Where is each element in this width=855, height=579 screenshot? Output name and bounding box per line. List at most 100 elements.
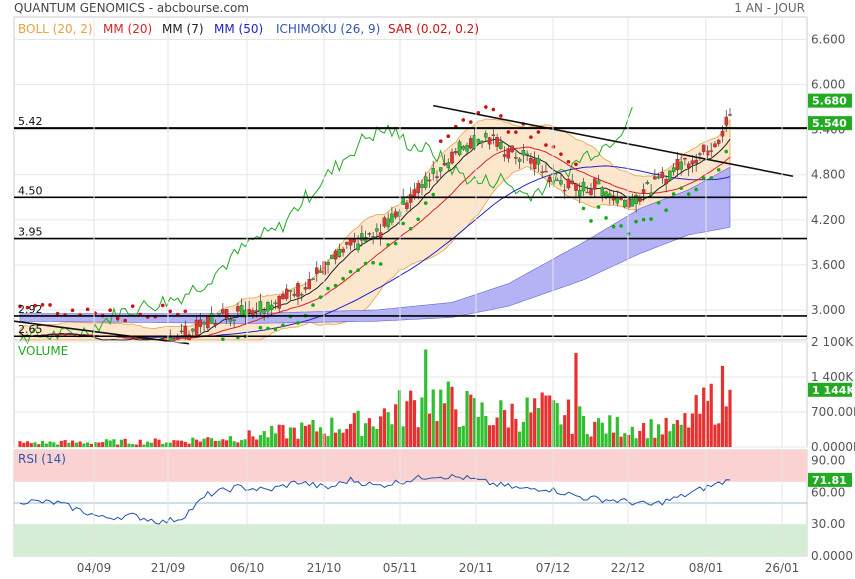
candle (326, 262, 330, 266)
candle (390, 213, 394, 223)
candle (266, 302, 270, 312)
sar-dot (108, 308, 112, 313)
legend-item: MM (50) (214, 22, 263, 36)
candle (645, 182, 650, 184)
candle (694, 159, 698, 164)
volume-bar (412, 400, 417, 447)
x-tick-label: 20/11 (459, 561, 494, 575)
candle (502, 154, 507, 157)
candle (668, 170, 672, 181)
candle (179, 330, 184, 333)
volume-bar (116, 444, 120, 447)
candle (224, 309, 229, 320)
volume-bar (93, 442, 97, 447)
candle (593, 178, 597, 190)
candle (476, 138, 481, 144)
volume-bar (687, 427, 691, 447)
sar-dot (341, 276, 345, 281)
candle (634, 195, 638, 205)
ma20-line (19, 146, 731, 341)
volume-bar (247, 430, 251, 447)
candle (356, 243, 360, 251)
sar-dot (408, 226, 413, 231)
volume-bar (288, 427, 293, 447)
sar-dot (671, 192, 676, 196)
candle (251, 310, 255, 316)
chart-title: QUANTUM GENOMICS - abcbourse.com (14, 1, 249, 15)
volume-bar (664, 417, 668, 447)
candle (206, 316, 210, 329)
volume-bar (198, 441, 202, 447)
sar-dot (281, 323, 285, 328)
sar-dot (626, 231, 631, 236)
sar-dot (566, 159, 571, 164)
legend-item: ICHIMOKU (26, 9) (276, 22, 380, 36)
price-tick-label: 4.200 (811, 213, 845, 227)
sar-dot (461, 118, 466, 122)
x-tick-label: 22/12 (611, 561, 646, 575)
volume-bar (89, 443, 93, 447)
candle (198, 319, 203, 327)
volume-bar (514, 418, 518, 447)
candle (307, 279, 312, 289)
volume-bar (480, 402, 484, 447)
volume-bar (337, 429, 341, 447)
candle (457, 141, 462, 156)
volume-bar (67, 442, 71, 447)
candle (604, 191, 608, 197)
volume-tick-label: 1 400K (811, 370, 854, 384)
candle (371, 236, 375, 238)
volume-bar (431, 389, 435, 447)
candle (454, 151, 458, 154)
candle (228, 319, 233, 322)
candle (367, 233, 372, 235)
rsi-tick-label: 60.00 (811, 485, 845, 499)
candle (202, 322, 206, 325)
candle (465, 145, 469, 152)
candle (382, 217, 387, 227)
volume-bar (217, 440, 221, 447)
candle (517, 158, 522, 162)
candle (247, 309, 251, 313)
candle (690, 160, 695, 165)
volume-bar (394, 404, 398, 447)
candle (664, 178, 668, 185)
volume-bar (379, 416, 383, 447)
sar-dot (371, 260, 375, 265)
volume-bar (536, 407, 541, 447)
candle (217, 312, 221, 315)
candle (262, 310, 266, 314)
candle (536, 158, 541, 165)
volume-bar (728, 389, 732, 447)
candle (360, 233, 364, 241)
volume-bar (409, 390, 413, 447)
volume-bar (44, 443, 48, 447)
x-tick-label: 05/11 (383, 561, 418, 575)
sar-dot (33, 303, 37, 308)
sar-dot (318, 295, 323, 299)
volume-bar (40, 440, 45, 447)
volume-bar (427, 413, 432, 447)
price-tick-label: 6.000 (811, 78, 845, 92)
volume-bar (191, 437, 195, 447)
candle (484, 133, 488, 138)
volume-bar (29, 443, 33, 447)
candle (397, 211, 402, 217)
candle (585, 191, 589, 194)
volume-bar (194, 439, 199, 447)
volume-bar (525, 397, 529, 447)
volume-bar (705, 400, 710, 447)
sar-dot (296, 321, 300, 325)
candle (345, 242, 349, 245)
candle (671, 167, 676, 173)
rsi-line (19, 473, 731, 525)
last-price-label: 5.540 (812, 117, 847, 130)
candle (405, 202, 409, 209)
early-trendline (13, 320, 190, 345)
volume-bar (127, 443, 131, 447)
sar-dot (378, 262, 383, 266)
volume-bar (578, 406, 582, 447)
candle (495, 137, 499, 147)
volume-bar (187, 443, 191, 447)
